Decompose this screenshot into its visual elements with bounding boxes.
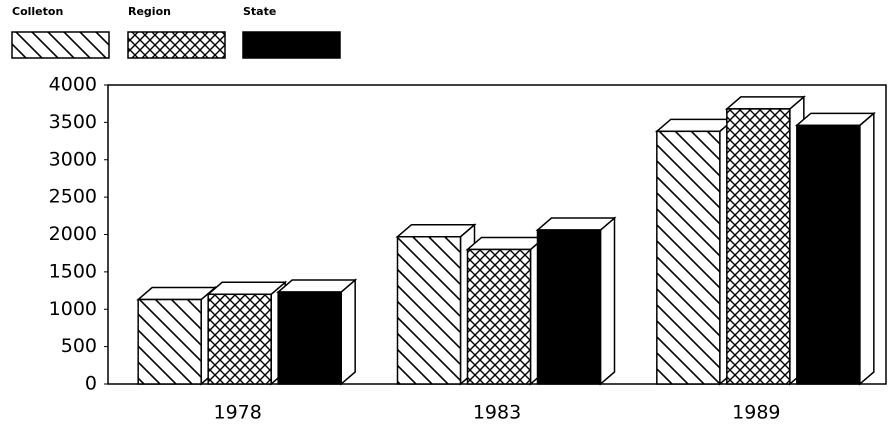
legend-swatch — [242, 31, 341, 59]
bar-top — [136, 286, 218, 301]
bar — [207, 293, 272, 385]
bar-top — [206, 281, 288, 296]
bar-top — [465, 236, 547, 251]
bar — [726, 108, 791, 385]
x-tick-label: 1989 — [732, 402, 780, 424]
legend-label: Colleton — [12, 5, 63, 18]
y-tick-label: 2500 — [49, 186, 97, 208]
y-tick-label: 500 — [61, 335, 97, 357]
bar — [277, 291, 342, 385]
bar-side — [340, 278, 356, 386]
bar — [137, 298, 202, 385]
bar — [466, 248, 532, 385]
bar-top — [395, 223, 477, 238]
bar-top — [276, 279, 358, 293]
y-tick-label: 1000 — [49, 298, 97, 320]
bar-top — [794, 112, 876, 127]
bar — [536, 229, 602, 385]
y-tick-label: 2000 — [49, 223, 97, 245]
y-tick-label: 3500 — [49, 111, 97, 133]
bar-side — [859, 111, 875, 386]
x-tick-label: 1983 — [473, 402, 521, 424]
bar-side — [599, 216, 616, 386]
bar — [656, 130, 721, 385]
bar-top — [654, 118, 736, 133]
legend-label: State — [243, 5, 276, 18]
bar — [396, 235, 462, 385]
bar — [796, 124, 861, 385]
legend-label: Region — [128, 5, 171, 18]
legend-swatch — [127, 31, 226, 59]
y-tick-label: 4000 — [49, 74, 97, 96]
y-tick-label: 1500 — [49, 260, 97, 282]
legend-swatch — [11, 31, 110, 59]
bar-top — [724, 96, 806, 110]
bar-top — [535, 217, 617, 231]
y-tick-label: 3000 — [49, 148, 97, 170]
y-tick-label: 0 — [85, 373, 97, 395]
x-tick-label: 1978 — [213, 402, 261, 424]
